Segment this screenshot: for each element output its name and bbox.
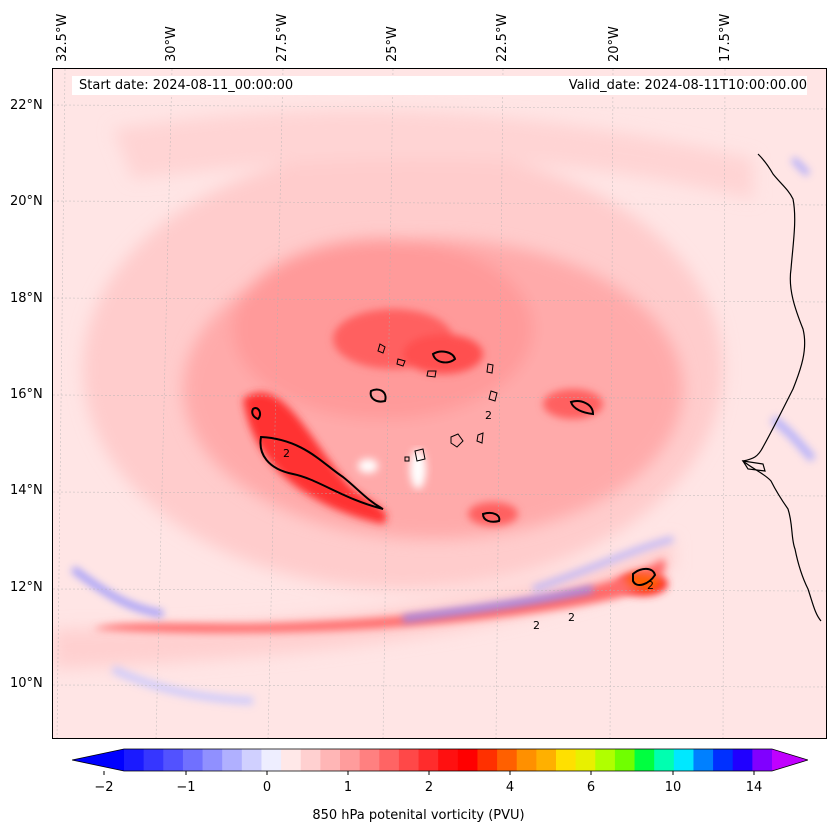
colorbar-segment [320,749,341,771]
latitude-label: 18°N [10,291,43,306]
latitude-label: 12°N [10,580,43,595]
colorbar-segment [418,749,439,771]
colorbar-segment [124,749,145,771]
colorbar-segment [359,749,380,771]
colorbar-segment [595,749,616,771]
longitude-label: 27.5°W [275,13,290,62]
colorbar-segment [575,749,596,771]
contour-label: 2 [485,409,492,422]
colorbar-tick-label: 14 [745,780,763,795]
colorbar-segment [202,749,223,771]
colorbar-segment [732,749,753,771]
longitude-label: 20°W [607,26,622,62]
colorbar-segment [261,749,282,771]
colorbar-tick-label: 6 [586,780,596,795]
graticule [53,69,826,738]
colorbar-segment [340,749,361,771]
colorbar-segment [182,749,204,771]
colorbar-segment [713,749,734,771]
colorbar-over-arrow [772,749,808,771]
low-pv-spots [358,449,426,489]
start-date-label: Start date: 2024-08-11_00:00:00 [79,78,294,93]
colorbar-tick-label: −2 [94,780,114,795]
header-bar [72,76,807,95]
contour-label: 2 [283,447,290,460]
colorbar-under-arrow [72,749,124,771]
latitude-label: 20°N [10,194,43,209]
colorbar-segment [614,749,636,771]
colorbar-segment [693,749,714,771]
colorbar-segment [241,749,262,771]
colorbar-segment [477,749,498,771]
colorbar-segment [673,749,694,771]
longitude-label: 22.5°W [495,13,510,62]
colorbar-segment [752,749,773,771]
map-panel[interactable]: 2 2 2 2 2 [52,68,827,739]
longitude-label: 30°W [164,26,179,62]
negative-pv-streaks [70,156,816,705]
colorbar-segment [143,749,164,771]
colorbar-segment [536,749,557,771]
colorbar-segment [654,749,675,771]
colorbar-segment [516,749,537,771]
longitude-label: 32.5°W [55,13,70,62]
colorbar-outline [72,748,808,772]
islands [377,343,498,462]
colorbar-segment [163,749,184,771]
colorbar-tick-label: 4 [505,780,515,795]
colorbar [72,748,808,775]
latitude-label: 10°N [10,676,43,691]
colorbar-title: 850 hPa potenital vorticity (PVU) [312,808,525,823]
pv-field-map: 2 2 2 2 2 [53,69,826,738]
colorbar-segment [222,749,243,771]
contour-labels: 2 2 2 2 2 [283,409,654,632]
colorbar-tick-label: 0 [262,780,272,795]
longitude-label: 25°W [385,26,400,62]
colorbar-tick-label: 10 [664,780,682,795]
latitude-label: 14°N [10,483,43,498]
coastline [741,153,822,622]
latitude-label: 16°N [10,387,43,402]
colorbar-segment [379,749,400,771]
colorbar-tick-label: 2 [424,780,434,795]
pv-2-contours [251,350,657,586]
colorbar-segment [634,749,655,771]
colorbar-segment [438,749,459,771]
colorbar-segment [497,749,518,771]
colorbar-tick-label: 1 [343,780,353,795]
colorbar-segment [556,749,577,771]
colorbar-segment [398,749,420,771]
valid-date-label: Valid_date: 2024-08-11T10:00:00.00 [568,78,807,93]
colorbar-segment [300,749,321,771]
contour-label: 2 [568,611,575,624]
contour-label: 2 [533,619,540,632]
colorbar-tick-label: −1 [176,780,196,795]
latitude-label: 22°N [10,98,43,113]
contour-label: 2 [647,579,654,592]
longitude-label: 17.5°W [718,13,733,62]
colorbar-segment [281,749,302,771]
colorbar-segment [457,749,478,771]
